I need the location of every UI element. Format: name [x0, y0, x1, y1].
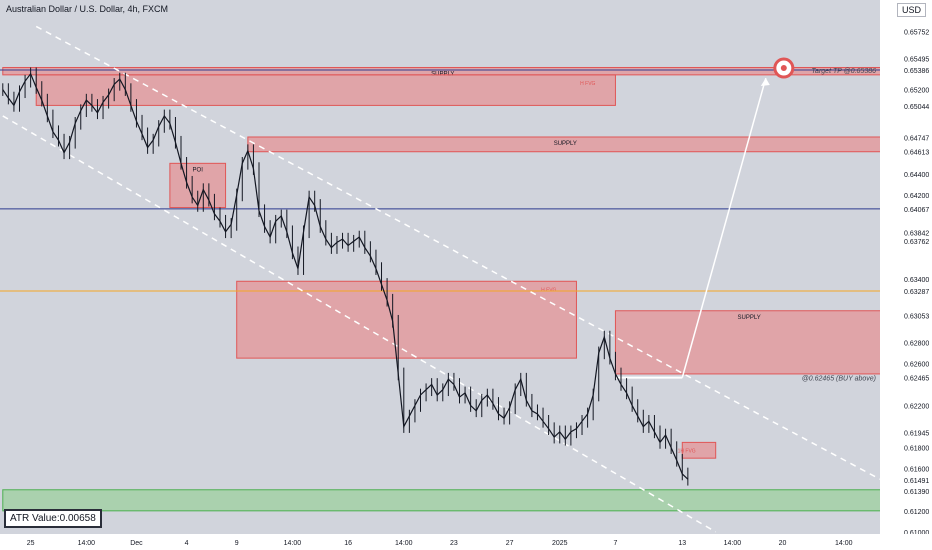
price-tick-label-22: 0.61491 [904, 478, 929, 485]
price-axis-background [880, 0, 932, 550]
time-tick-label-15: 14:00 [835, 540, 853, 547]
price-tick-label-11: 0.63762 [904, 239, 929, 246]
price-tick-label-16: 0.62600 [904, 361, 929, 368]
channel-upper-line [35, 25, 881, 480]
price-tick-label-15: 0.62800 [904, 340, 929, 347]
price-tick-label-23: 0.61390 [904, 489, 929, 496]
level-label-0: Target TP @0.65386 [811, 68, 876, 75]
price-tick-label-3: 0.65200 [904, 88, 929, 95]
time-tick-label-7: 14:00 [395, 540, 413, 547]
price-line [2, 72, 689, 480]
forecast-layer [681, 57, 795, 378]
levels-layer: Target TP @0.65386 @0.62465 (BUY above) [0, 68, 880, 383]
zone-sublabel-1: H FVG [580, 81, 595, 87]
time-tick-label-2: Dec [130, 540, 143, 547]
chart-title: Australian Dollar / U.S. Dollar, 4h, FXC… [6, 4, 169, 14]
price-tick-label-18: 0.62200 [904, 404, 929, 411]
price-tick-label-4: 0.65044 [904, 104, 929, 111]
time-axis-background [0, 534, 932, 550]
zone-supply-4 [236, 280, 577, 359]
price-axis[interactable]: 0.65752 0.65495 0.65386 0.65200 0.65044 0.647… [880, 0, 932, 550]
price-tick-label-20: 0.61800 [904, 446, 929, 453]
price-tick-label-14: 0.63053 [904, 314, 929, 321]
time-tick-label-9: 27 [506, 540, 514, 547]
time-tick-label-1: 14:00 [78, 540, 96, 547]
price-tick-label-24: 0.61200 [904, 509, 929, 516]
price-series-layer [2, 67, 689, 486]
time-tick-label-3: 4 [185, 540, 189, 547]
time-tick-label-10: 2025 [552, 540, 568, 547]
time-axis[interactable]: 25 14:00 Dec 4 9 14:00 16 14:00 23 27 2025 7 13 14:00… [0, 534, 932, 550]
time-tick-label-13: 14:00 [724, 540, 742, 547]
channel-layer [2, 25, 881, 533]
zone-demand-7 [2, 489, 884, 512]
price-tick-label-13: 0.63287 [904, 289, 929, 296]
currency-badge[interactable]: USD [896, 3, 926, 17]
price-tick-label-17: 0.62465 [904, 376, 929, 383]
price-tick-label-8: 0.64200 [904, 193, 929, 200]
time-tick-label-5: 14:00 [284, 540, 302, 547]
zone-sublabel-4: H FVG [541, 287, 556, 293]
time-tick-label-11: 7 [613, 540, 617, 547]
price-tick-label-10: 0.63842 [904, 231, 929, 238]
level-label-3: @0.62465 (BUY above) [802, 376, 876, 383]
atr-value-label: ATR Value:0.00658 [4, 509, 102, 528]
price-tick-label-5: 0.64747 [904, 135, 929, 142]
zone-supply-1 [35, 74, 616, 106]
time-tick-label-0: 25 [27, 540, 35, 547]
price-tick-label-1: 0.65495 [904, 57, 929, 64]
time-tick-label-12: 13 [678, 540, 686, 547]
price-tick-label-12: 0.63400 [904, 277, 929, 284]
zone-supply-6 [681, 441, 717, 459]
price-tick-label-21: 0.61600 [904, 467, 929, 474]
price-tick-label-2: 0.65386 [904, 68, 929, 75]
price-tick-label-25: 0.61000 [904, 530, 929, 537]
price-tick-label-7: 0.64400 [904, 172, 929, 179]
zone-label-2: SUPPLY [554, 141, 577, 147]
price-tick-label-9: 0.64067 [904, 207, 929, 214]
price-tick-label-0: 0.65752 [904, 29, 929, 36]
zone-sublabel-6: 1H FVG [678, 448, 696, 454]
forecast-arrow-line [681, 77, 767, 378]
target-center-icon [780, 65, 787, 72]
time-tick-label-4: 9 [235, 540, 239, 547]
price-tick-label-19: 0.61945 [904, 430, 929, 437]
zone-label-3: POI [193, 167, 204, 173]
price-tick-label-6: 0.64613 [904, 149, 929, 156]
forecast-arrow-head [760, 78, 770, 87]
channel-lower-line [2, 115, 717, 533]
time-tick-label-8: 23 [450, 540, 458, 547]
time-tick-label-6: 16 [344, 540, 352, 547]
zone-supply-5 [614, 310, 884, 375]
time-tick-label-14: 20 [779, 540, 787, 547]
zone-label-5: SUPPLY [737, 315, 760, 321]
